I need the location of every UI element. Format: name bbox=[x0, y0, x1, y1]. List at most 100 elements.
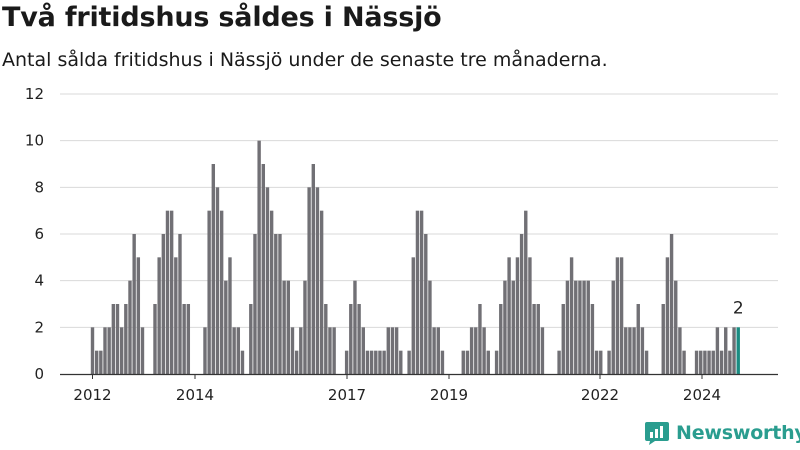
bar bbox=[540, 327, 545, 374]
bar bbox=[486, 350, 490, 374]
bar bbox=[140, 327, 145, 374]
bar bbox=[165, 210, 170, 374]
bar bbox=[386, 327, 390, 374]
bar bbox=[178, 234, 182, 374]
bar bbox=[407, 350, 411, 374]
bar bbox=[169, 210, 174, 374]
bar bbox=[232, 327, 236, 374]
bar bbox=[390, 327, 395, 374]
bar bbox=[499, 304, 503, 374]
bar bbox=[303, 280, 307, 374]
bar bbox=[628, 327, 632, 374]
bar bbox=[257, 140, 261, 374]
bar bbox=[182, 304, 186, 374]
bar bbox=[586, 280, 590, 374]
bar bbox=[353, 280, 357, 374]
bar bbox=[157, 257, 161, 374]
bar-latest bbox=[736, 327, 740, 374]
bar bbox=[465, 350, 470, 374]
bar bbox=[582, 280, 586, 374]
y-tick-label: 12 bbox=[25, 85, 44, 103]
bar bbox=[536, 304, 540, 374]
bar bbox=[207, 210, 211, 374]
bar bbox=[107, 327, 111, 374]
latest-value-label: 2 bbox=[733, 298, 744, 318]
bar bbox=[378, 350, 382, 374]
bar bbox=[524, 210, 528, 374]
bar bbox=[419, 210, 424, 374]
bar bbox=[674, 280, 678, 374]
bar bbox=[161, 234, 166, 374]
bar bbox=[699, 350, 703, 374]
bar bbox=[94, 350, 99, 374]
bar bbox=[319, 210, 324, 374]
bar bbox=[607, 350, 611, 374]
bar bbox=[428, 280, 432, 374]
bar bbox=[469, 327, 474, 374]
x-tick-label: 2019 bbox=[430, 386, 468, 404]
bar bbox=[136, 257, 141, 374]
bar bbox=[665, 257, 670, 374]
bar bbox=[694, 350, 699, 374]
bar bbox=[119, 327, 124, 374]
bar bbox=[532, 304, 536, 374]
bar bbox=[661, 304, 665, 374]
bar bbox=[711, 350, 715, 374]
bar bbox=[682, 350, 686, 374]
bar bbox=[578, 280, 582, 374]
bar bbox=[203, 327, 207, 374]
bar bbox=[124, 304, 128, 374]
bar bbox=[515, 257, 520, 374]
brand-logo: Newsworthy bbox=[644, 420, 800, 446]
x-tick-label: 2017 bbox=[328, 386, 366, 404]
bar bbox=[615, 257, 620, 374]
bar bbox=[669, 234, 674, 374]
bar bbox=[424, 234, 428, 374]
bar bbox=[436, 327, 440, 374]
y-tick-label: 2 bbox=[34, 318, 44, 336]
bar bbox=[478, 304, 482, 374]
bar bbox=[294, 350, 299, 374]
bar bbox=[357, 304, 361, 374]
bar bbox=[282, 280, 286, 374]
bar bbox=[115, 304, 120, 374]
bar bbox=[128, 280, 132, 374]
bar bbox=[565, 280, 570, 374]
bar bbox=[394, 327, 399, 374]
bar bbox=[211, 164, 216, 374]
bar bbox=[724, 327, 728, 374]
bar bbox=[432, 327, 436, 374]
x-tick-label: 2012 bbox=[73, 386, 111, 404]
bar bbox=[290, 327, 295, 374]
bar bbox=[240, 350, 245, 374]
newsworthy-logo-icon bbox=[645, 422, 669, 445]
bar bbox=[561, 304, 565, 374]
y-tick-label: 0 bbox=[34, 365, 44, 383]
bar bbox=[269, 210, 274, 374]
bar bbox=[528, 257, 532, 374]
bar bbox=[707, 350, 711, 374]
bar bbox=[344, 350, 349, 374]
bar bbox=[111, 304, 116, 374]
bar bbox=[594, 350, 599, 374]
bar bbox=[732, 327, 736, 374]
bar bbox=[503, 280, 507, 374]
bar bbox=[640, 327, 645, 374]
bar bbox=[728, 350, 732, 374]
bar bbox=[349, 304, 353, 374]
bar bbox=[224, 280, 228, 374]
bar bbox=[311, 164, 315, 374]
chart-title: Två fritidshus såldes i Nässjö bbox=[2, 2, 442, 33]
bar bbox=[611, 280, 615, 374]
bar bbox=[219, 210, 224, 374]
bar bbox=[253, 234, 257, 374]
bar bbox=[411, 257, 415, 374]
y-tick-label: 10 bbox=[25, 132, 44, 150]
bar bbox=[261, 164, 266, 374]
x-tick-label: 2024 bbox=[683, 386, 721, 404]
bar bbox=[574, 280, 578, 374]
bar bbox=[103, 327, 107, 374]
bar bbox=[399, 350, 403, 374]
y-tick-label: 4 bbox=[34, 272, 44, 290]
